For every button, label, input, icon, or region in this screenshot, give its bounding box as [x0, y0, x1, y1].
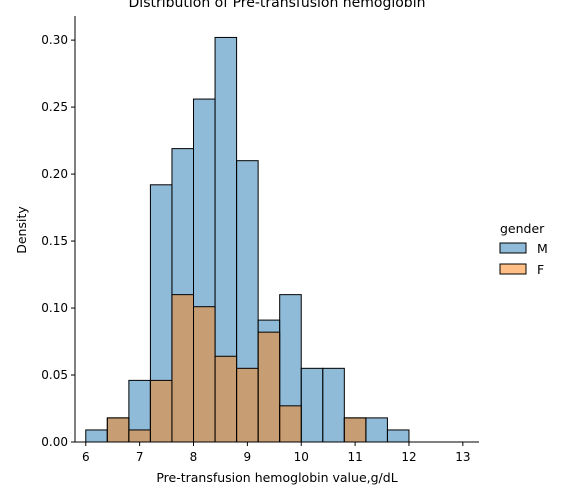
bar-M-0 — [85, 429, 108, 443]
bar-F-12 — [343, 417, 367, 443]
bar-F-5 — [193, 306, 216, 443]
legend-label-M: M — [537, 241, 548, 256]
bar-F-9 — [279, 405, 302, 443]
bar-F-4 — [171, 294, 195, 443]
legend: gender MF — [499, 221, 548, 277]
x-tick-label-7: 7 — [136, 450, 144, 464]
bar-F-1 — [106, 417, 130, 443]
x-tick-label-10: 10 — [294, 450, 309, 464]
bar-M-13 — [365, 417, 388, 443]
y-tick-label-0.10: 0.10 — [41, 301, 68, 315]
bar-M-14 — [386, 429, 410, 443]
x-tick-label-11: 11 — [347, 450, 362, 464]
y-tick-label-0.25: 0.25 — [41, 100, 68, 114]
legend-title: gender — [500, 221, 545, 236]
bar-F-6 — [214, 355, 238, 443]
legend-swatch-M — [499, 242, 527, 254]
x-tick-label-6: 6 — [82, 450, 90, 464]
y-axis-label: Density — [14, 206, 29, 254]
legend-label-F: F — [537, 262, 544, 277]
bar-F-8 — [257, 331, 281, 443]
bar-F-3 — [149, 379, 173, 443]
bar-F-7 — [236, 367, 259, 443]
x-tick-label-12: 12 — [401, 450, 416, 464]
y-tick-label-0.05: 0.05 — [41, 368, 68, 382]
axes-group: 6 7 8 9 10 11 12 13 0.00 0.05 0.10 0.15 0.20 0.25 0.30 — [41, 16, 479, 464]
y-tick-label-0.20: 0.20 — [41, 167, 68, 181]
legend-swatch-F — [499, 263, 527, 275]
x-tick-label-9: 9 — [244, 450, 252, 464]
y-tick-label-0.15: 0.15 — [41, 234, 68, 248]
y-tick-label-0.30: 0.30 — [41, 33, 68, 47]
x-axis-label: Pre-transfusion hemoglobin value,g/dL — [156, 470, 397, 485]
x-tick-label-13: 13 — [455, 450, 470, 464]
bar-F-2 — [128, 429, 151, 443]
bar-M-11 — [322, 367, 345, 443]
chart-title: Distribution of Pre-transfusion hemoglob… — [129, 0, 426, 11]
y-tick-label-0.00: 0.00 — [41, 435, 68, 449]
x-tick-label-8: 8 — [190, 450, 198, 464]
bar-M-10 — [300, 367, 324, 443]
bars-group — [85, 36, 410, 443]
